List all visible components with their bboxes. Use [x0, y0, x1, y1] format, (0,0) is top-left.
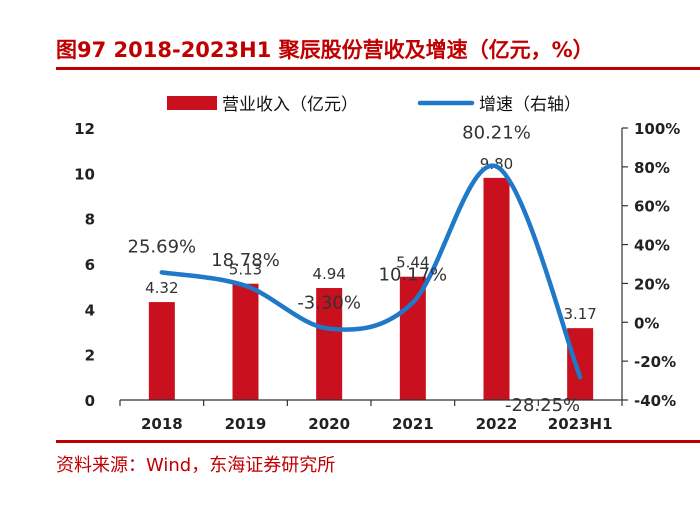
source-note: 资料来源：Wind，东海证券研究所 — [56, 455, 336, 476]
left-tick-label: 8 — [85, 211, 95, 229]
category-label: 2018 — [141, 415, 183, 433]
growth-rate-label: 18.78% — [211, 250, 280, 271]
legend: 营业收入（亿元） 增速（右轴） — [167, 95, 581, 115]
left-axis-ticks: 0 2 4 6 8 10 12 — [74, 120, 95, 410]
category-label: 2023H1 — [548, 415, 613, 433]
bar-2023H1 — [567, 328, 594, 400]
bar-value-label: 4.94 — [312, 265, 345, 283]
bar-series — [148, 177, 594, 400]
category-label: 2019 — [225, 415, 267, 433]
left-tick-label: 10 — [74, 165, 95, 183]
growth-rate-line — [159, 163, 583, 380]
right-tick-label: -20% — [634, 353, 676, 371]
growth-rate-label: 10.17% — [379, 265, 448, 286]
left-tick-label: 12 — [74, 120, 95, 138]
bar-value-label: 3.17 — [563, 305, 596, 323]
left-tick-label: 4 — [85, 301, 95, 319]
right-tick-label: 40% — [634, 237, 670, 255]
right-tick-label: 80% — [634, 159, 670, 177]
source-divider — [56, 440, 700, 443]
bar-2021 — [399, 276, 426, 400]
bar-2019 — [232, 283, 259, 400]
bar-2022 — [483, 177, 510, 400]
category-label: 2022 — [476, 415, 518, 433]
title-divider — [56, 67, 700, 70]
bar-value-label: 4.32 — [145, 279, 178, 297]
left-tick-label: 6 — [85, 256, 95, 274]
growth-rate-label: -3.30% — [297, 293, 361, 314]
right-tick-label: 100% — [634, 120, 680, 138]
right-tick-label: -40% — [634, 392, 676, 410]
growth-rate-label: -28.25% — [505, 395, 580, 416]
right-tick-label: 0% — [634, 314, 659, 332]
category-ticks: 2018 2019 2020 2021 2022 2023H1 — [141, 415, 613, 433]
bar-value-labels: 4.325.13 4.945.449.803.17 — [145, 155, 597, 323]
growth-rate-label: 80.21% — [462, 122, 531, 143]
bar-2020 — [316, 288, 343, 400]
growth-rate-label: 25.69% — [128, 236, 197, 257]
category-label: 2020 — [308, 415, 350, 433]
figure-title: 图97 2018-2023H1 聚辰股份营收及增速（亿元，%） — [56, 38, 594, 62]
legend-line-label: 增速（右轴） — [479, 95, 581, 115]
left-tick-label: 2 — [85, 347, 95, 365]
legend-bar-swatch — [167, 96, 217, 110]
left-tick-label: 0 — [85, 392, 95, 410]
bar-value-label: 5.44 — [396, 254, 429, 272]
bar-2018 — [148, 302, 175, 400]
right-tick-label: 20% — [634, 275, 670, 293]
category-label: 2021 — [392, 415, 434, 433]
x-axis — [119, 399, 623, 406]
right-tick-label: 60% — [634, 198, 670, 216]
legend-bar-label: 营业收入（亿元） — [222, 95, 358, 115]
growth-rate-labels: 25.69% 18.78% -3.30% 10.17% 80.21% -28.25% — [128, 122, 581, 416]
bar-value-label: 5.13 — [229, 261, 262, 279]
right-axis: -40% -20% 0% 20% 40% 60% 80% 100% — [621, 120, 680, 410]
